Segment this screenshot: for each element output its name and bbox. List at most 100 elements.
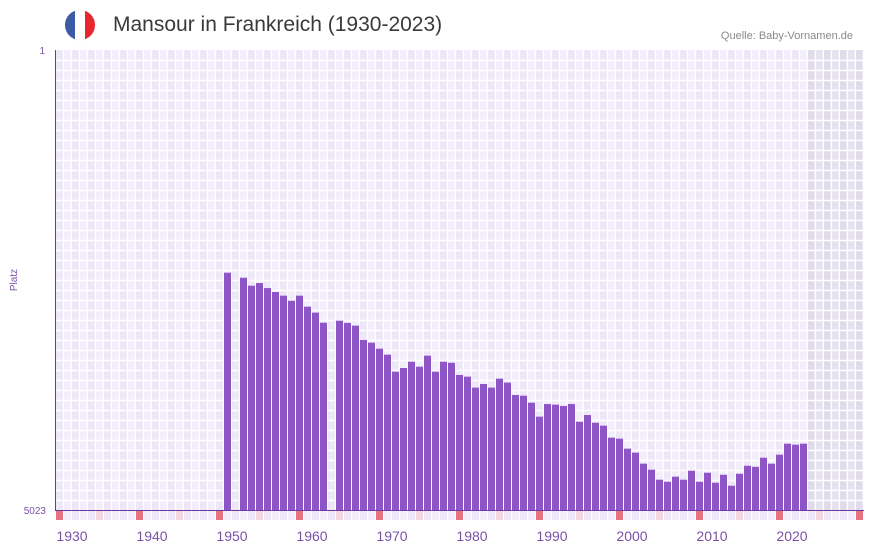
- bar-2018[interactable]: 2018: 4517: [768, 463, 775, 510]
- bar-2007[interactable]: 2007: 4692: [680, 479, 687, 510]
- bar-2014[interactable]: 2014: 4627: [736, 473, 743, 510]
- bar-1962[interactable]: 1962: 2978: [320, 322, 327, 510]
- year-marker: [56, 511, 63, 520]
- year-marker: [472, 511, 479, 520]
- bar-2009[interactable]: 2009: 4714: [696, 481, 703, 510]
- bar-1965[interactable]: 1965: 2981: [344, 322, 351, 510]
- bar-2021[interactable]: 2021: 4310: [792, 444, 799, 510]
- bar-2020[interactable]: 2020: 4299: [784, 443, 791, 510]
- bar-1974[interactable]: 1974: 3458: [416, 366, 423, 510]
- bar-1987[interactable]: 1987: 3775: [520, 395, 527, 510]
- bar-2017[interactable]: 2017: 4452: [760, 457, 767, 510]
- bar-1992[interactable]: 1992: 3887: [560, 405, 567, 510]
- bar-1977[interactable]: 1977: 3404: [440, 361, 447, 510]
- year-marker: [680, 511, 687, 520]
- bar-1978[interactable]: 1978: 3415: [448, 362, 455, 510]
- bar-2010[interactable]: 2010: 4616: [704, 472, 711, 510]
- bar-1999[interactable]: 1999: 4244: [616, 438, 623, 510]
- bar-1956[interactable]: 1956: 2643: [272, 291, 279, 510]
- year-marker: [632, 511, 639, 520]
- bar-2015[interactable]: 2015: 4540: [744, 465, 751, 510]
- year-marker: [768, 511, 775, 520]
- bar-1953[interactable]: 1953: 2574: [248, 285, 255, 510]
- year-marker: [224, 511, 231, 520]
- bar-1961[interactable]: 1961: 2868: [312, 312, 319, 510]
- bar-1972[interactable]: 1972: 3473: [400, 368, 407, 510]
- bar-1986[interactable]: 1986: 3767: [512, 394, 519, 510]
- bar-1991[interactable]: 1991: 3873: [552, 404, 559, 510]
- year-marker: [248, 511, 255, 520]
- bar-1981[interactable]: 1981: 3687: [472, 387, 479, 510]
- x-tick-1930: 1930: [56, 528, 87, 544]
- year-marker: [704, 511, 711, 520]
- bar-2006[interactable]: 2006: 4659: [672, 476, 679, 510]
- x-tick-1970: 1970: [376, 528, 407, 544]
- year-marker: [744, 511, 751, 520]
- bar-1989[interactable]: 1989: 4004: [536, 416, 543, 510]
- bar-1971[interactable]: 1971: 3513: [392, 371, 399, 510]
- bar-1998[interactable]: 1998: 4233: [608, 437, 615, 510]
- bar-1983[interactable]: 1983: 3687: [488, 387, 495, 510]
- bar-1993[interactable]: 1993: 3866: [568, 404, 575, 510]
- bar-2003[interactable]: 2003: 4583: [648, 469, 655, 510]
- bar-2001[interactable]: 2001: 4397: [632, 452, 639, 510]
- year-marker: [592, 511, 599, 520]
- year-marker: [304, 511, 311, 520]
- year-marker: [216, 511, 223, 520]
- bar-1996[interactable]: 1996: 4070: [592, 422, 599, 510]
- source-link[interactable]: Quelle: Baby-Vornamen.de: [720, 30, 853, 42]
- france-flag-icon: [65, 10, 95, 40]
- year-marker: [696, 511, 703, 520]
- bar-1975[interactable]: 1975: 3338: [424, 355, 431, 510]
- y-tick-bottom: 5023: [24, 506, 47, 517]
- bar-2019[interactable]: 2019: 4419: [776, 454, 783, 510]
- bar-1997[interactable]: 1997: 4102: [600, 425, 607, 510]
- year-marker: [256, 511, 263, 520]
- bar-1985[interactable]: 1985: 3632: [504, 382, 511, 510]
- bar-1980[interactable]: 1980: 3567: [464, 376, 471, 510]
- bar-1994[interactable]: 1994: 4059: [576, 421, 583, 510]
- year-marker: [400, 511, 407, 520]
- bar-1964[interactable]: 1964: 2956: [336, 320, 343, 510]
- bar-1979[interactable]: 1979: 3549: [456, 374, 463, 510]
- bar-1960[interactable]: 1960: 2803: [304, 306, 311, 510]
- bar-2002[interactable]: 2002: 4517: [640, 463, 647, 510]
- bar-1990[interactable]: 1990: 3866: [544, 404, 551, 510]
- bar-1984[interactable]: 1984: 3589: [496, 378, 503, 510]
- bar-2012[interactable]: 2012: 4638: [720, 474, 727, 510]
- bar-2016[interactable]: 2016: 4551: [752, 466, 759, 510]
- year-marker: [424, 511, 431, 520]
- bar-1970[interactable]: 1970: 3327: [384, 354, 391, 510]
- bar-1973[interactable]: 1973: 3404: [408, 361, 415, 510]
- bar-1966[interactable]: 1966: 3010: [352, 325, 359, 510]
- bar-2005[interactable]: 2005: 4714: [664, 481, 671, 510]
- bar-1955[interactable]: 1955: 2600: [264, 288, 271, 510]
- bar-1950[interactable]: 1950: 2432: [224, 272, 231, 510]
- year-marker: [496, 511, 503, 520]
- bar-2008[interactable]: 2008: 4594: [688, 470, 695, 510]
- bar-2022[interactable]: 2022: 4299: [800, 443, 807, 510]
- year-marker: [440, 511, 447, 520]
- year-marker: [456, 511, 463, 520]
- bar-1969[interactable]: 1969: 3262: [376, 348, 383, 510]
- bar-1967[interactable]: 1967: 3167: [360, 339, 367, 510]
- bar-1958[interactable]: 1958: 2738: [288, 300, 295, 510]
- year-marker: [488, 511, 495, 520]
- year-marker: [160, 511, 167, 520]
- bar-2004[interactable]: 2004: 4692: [656, 479, 663, 510]
- year-marker: [408, 511, 415, 520]
- bar-1982[interactable]: 1982: 3647: [480, 383, 487, 510]
- bar-2011[interactable]: 2011: 4725: [712, 482, 719, 510]
- year-marker: [712, 511, 719, 520]
- bar-1959[interactable]: 1959: 2683: [296, 295, 303, 510]
- bar-1995[interactable]: 1995: 3986: [584, 415, 591, 510]
- bar-1954[interactable]: 1954: 2545: [256, 283, 263, 510]
- bar-1952[interactable]: 1952: 2487: [240, 277, 247, 510]
- bar-2013[interactable]: 2013: 4758: [728, 485, 735, 510]
- bar-1957[interactable]: 1957: 2683: [280, 295, 287, 510]
- bar-1976[interactable]: 1976: 3513: [432, 371, 439, 510]
- bar-1988[interactable]: 1988: 3851: [528, 402, 535, 510]
- bar-2000[interactable]: 2000: 4353: [624, 448, 631, 510]
- bar-1968[interactable]: 1968: 3196: [368, 342, 375, 510]
